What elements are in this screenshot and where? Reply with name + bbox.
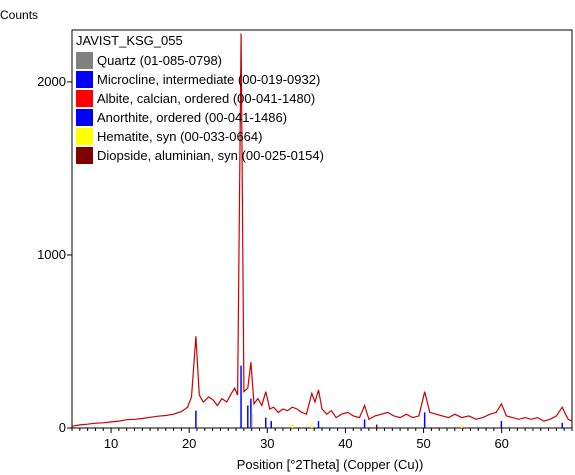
x-tick-label: 10 (104, 436, 118, 451)
x-axis: 10 20 30 40 50 60 (71, 428, 573, 451)
y-tick-label: 1000 (37, 247, 66, 262)
x-tick-label: 40 (338, 436, 352, 451)
y-tick-label: 2000 (37, 74, 66, 89)
legend-label: Anorthite, ordered (00-041-1486) (97, 110, 287, 125)
x-tick-label: 60 (494, 436, 508, 451)
legend-label: Quartz (01-085-0798) (97, 53, 222, 68)
x-tick-label: 50 (416, 436, 430, 451)
series-group (71, 33, 573, 427)
y-axis: 0 1000 2000 (37, 74, 72, 435)
y-tick-label: 0 (59, 420, 66, 435)
legend-label: Microcline, intermediate (00-019-0932) (97, 72, 320, 87)
diffractogram-line (71, 33, 573, 427)
x-tick-label: 30 (260, 436, 274, 451)
legend-swatch (76, 109, 93, 126)
x-tick-label: 20 (182, 436, 196, 451)
legend-label: Hematite, syn (00-033-0664) (97, 129, 262, 144)
phase-sticks (195, 365, 563, 428)
plot-area (71, 29, 573, 429)
legend-swatch (76, 90, 93, 107)
legend-label: Albite, calcian, ordered (00-041-1480) (97, 91, 315, 106)
legend-swatch (76, 71, 93, 88)
legend-swatch (76, 128, 93, 145)
y-axis-title: Counts (0, 8, 38, 22)
legend-label: Diopside, aluminian, syn (00-025-0154) (97, 148, 324, 163)
legend-title: JAVIST_KSG_055 (76, 33, 183, 48)
legend-swatch (76, 52, 93, 69)
legend-swatch (76, 147, 93, 164)
legend: JAVIST_KSG_055 Quartz (01-085-0798) Micro… (76, 33, 324, 164)
x-axis-title: Position [°2Theta] (Copper (Cu)) (237, 457, 424, 472)
